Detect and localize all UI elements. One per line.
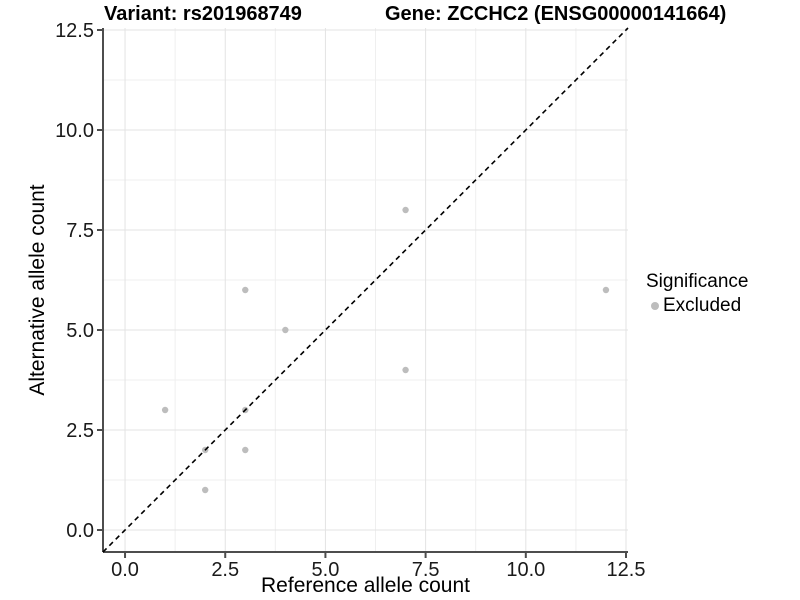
data-point [402,366,409,374]
plot-title-gene: Gene: ZCCHC2 (ENSG00000141664) [385,3,727,25]
x-tick-label: 0.0 [111,559,139,581]
x-tick-label: 2.5 [211,559,239,581]
legend-entry-excluded: Excluded [646,295,748,317]
y-tick-label: 2.5 [66,420,94,442]
data-point [161,406,169,414]
legend-point-icon [651,302,659,310]
x-tick-label: 5.0 [312,559,340,581]
identity-line [102,27,629,553]
legend-entry-label: Excluded [663,295,742,316]
data-point [602,286,610,294]
x-tick-label: 7.5 [412,559,440,581]
data-point [201,486,209,494]
y-axis-title: Alternative allele count [26,184,49,396]
data-point [242,446,249,454]
y-tick-label: 5.0 [66,320,94,342]
data-point [282,326,289,334]
x-tick-label: 10.0 [506,559,545,581]
legend-title: Significance [646,271,749,292]
plot-title-variant: Variant: rs201968749 [104,3,302,25]
y-tick-label: 7.5 [66,220,94,242]
data-point [242,286,249,294]
x-tick-label: 12.5 [607,559,646,581]
y-tick-label: 0.0 [66,520,94,542]
data-point [402,206,409,214]
y-tick-label: 10.0 [55,120,94,142]
x-axis-title: Reference allele count [261,574,470,597]
legend: Significance Excluded [646,271,748,317]
y-tick-label: 12.5 [55,20,94,42]
